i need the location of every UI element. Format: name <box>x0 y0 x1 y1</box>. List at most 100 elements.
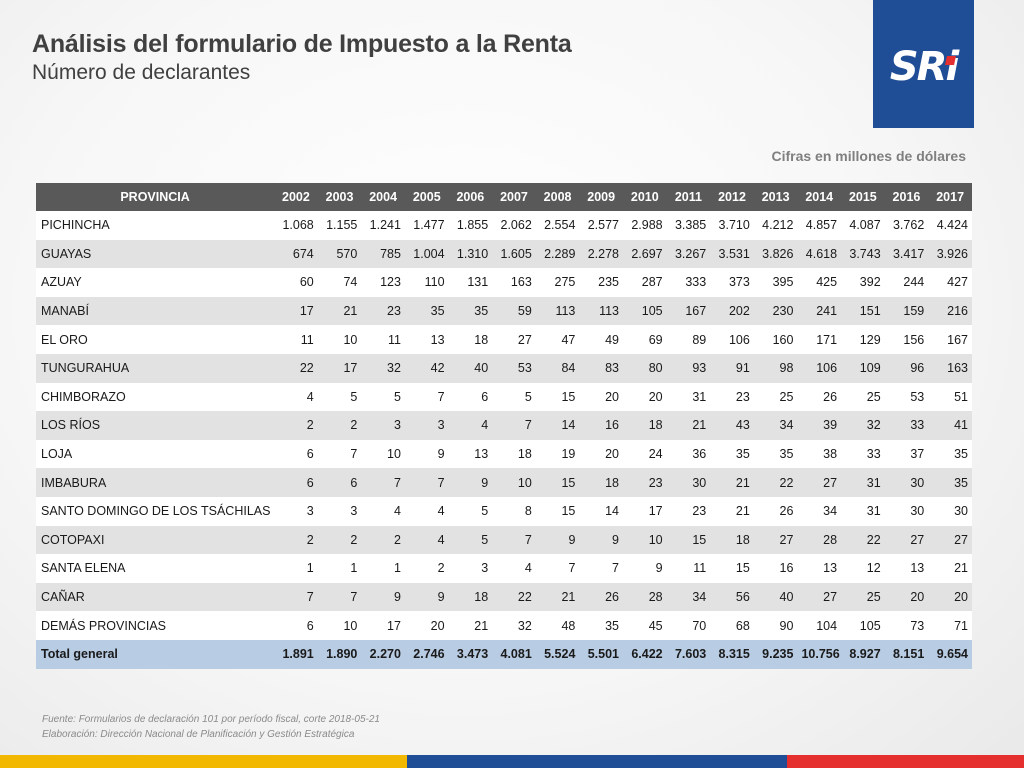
value-cell: 26 <box>579 582 623 612</box>
value-cell: 89 <box>666 325 711 354</box>
value-cell: 3.473 <box>448 639 493 669</box>
value-cell: 4.212 <box>753 211 798 240</box>
value-cell: 3 <box>317 496 362 526</box>
value-cell: 244 <box>884 268 929 297</box>
value-cell: 2.554 <box>535 211 580 240</box>
value-cell: 9 <box>404 582 449 612</box>
province-cell: GUAYAS <box>36 239 275 269</box>
province-cell: COTOPAXI <box>36 525 275 555</box>
value-cell: 2.697 <box>623 239 667 269</box>
table-row: SANTA ELENA 1 1 1 2 3 4 7 7 9 11 15 16 13 12 13 21 <box>36 554 972 583</box>
value-cell: 113 <box>579 296 623 326</box>
value-cell: 27 <box>928 525 972 555</box>
figures-note: Cifras en millones de dólares <box>771 148 966 164</box>
value-cell: 38 <box>797 439 842 469</box>
value-cell: 35 <box>753 439 798 469</box>
value-cell: 15 <box>535 468 580 497</box>
value-cell: 40 <box>448 353 493 383</box>
value-cell: 105 <box>623 296 667 326</box>
value-cell: 35 <box>448 296 493 326</box>
value-cell: 3.762 <box>884 211 929 240</box>
value-cell: 24 <box>623 439 667 469</box>
value-cell: 4 <box>448 411 493 440</box>
value-cell: 5 <box>448 525 493 555</box>
value-cell: 570 <box>317 239 362 269</box>
column-header-2013: 2013 <box>753 183 798 211</box>
value-cell: 4.857 <box>797 211 842 240</box>
value-cell: 287 <box>623 268 667 297</box>
table-row: PICHINCHA 1.068 1.155 1.241 1.477 1.855 2.062 2… <box>36 211 972 240</box>
value-cell: 159 <box>884 296 929 326</box>
value-cell: 2.746 <box>404 639 449 669</box>
value-cell: 4 <box>404 525 449 555</box>
value-cell: 104 <box>797 611 842 640</box>
value-cell: 20 <box>404 611 449 640</box>
source-note: Fuente: Formularios de declaración 101 p… <box>42 712 380 742</box>
value-cell: 22 <box>841 525 885 555</box>
value-cell: 1.155 <box>317 211 362 240</box>
value-cell: 35 <box>579 611 623 640</box>
table-row: CHIMBORAZO 4 5 5 7 6 5 15 20 20 31 23 25 26 25 53 51 <box>36 382 972 412</box>
column-header-2010: 2010 <box>623 183 667 211</box>
value-cell: 2.577 <box>579 211 623 240</box>
value-cell: 7.603 <box>666 639 711 669</box>
value-cell: 3 <box>361 411 405 440</box>
value-cell: 6.422 <box>623 639 667 669</box>
value-cell: 27 <box>884 525 929 555</box>
value-cell: 3 <box>448 554 493 583</box>
value-cell: 10 <box>623 525 667 555</box>
value-cell: 4 <box>404 496 449 526</box>
value-cell: 235 <box>579 268 623 297</box>
value-cell: 21 <box>710 468 754 497</box>
value-cell: 48 <box>535 611 580 640</box>
value-cell: 5 <box>361 382 405 412</box>
table-row: COTOPAXI 2 2 2 4 5 7 9 9 10 15 18 27 28 22 27 27 <box>36 525 972 555</box>
value-cell: 163 <box>492 268 536 297</box>
value-cell: 17 <box>623 496 667 526</box>
value-cell: 39 <box>797 411 842 440</box>
value-cell: 21 <box>535 582 580 612</box>
table-row: LOS RÍOS 2 2 3 3 4 7 14 16 18 21 43 34 39 32 33 41 <box>36 411 972 440</box>
value-cell: 34 <box>666 582 711 612</box>
value-cell: 17 <box>361 611 405 640</box>
value-cell: 106 <box>710 325 754 354</box>
value-cell: 2.289 <box>535 239 580 269</box>
value-cell: 35 <box>710 439 754 469</box>
value-cell: 14 <box>535 411 580 440</box>
province-cell: CHIMBORAZO <box>36 382 275 412</box>
value-cell: 31 <box>666 382 711 412</box>
value-cell: 20 <box>884 582 929 612</box>
value-cell: 106 <box>797 353 842 383</box>
value-cell: 1.068 <box>274 211 318 240</box>
value-cell: 5 <box>492 382 536 412</box>
value-cell: 10 <box>317 611 362 640</box>
value-cell: 32 <box>841 411 885 440</box>
value-cell: 15 <box>535 382 580 412</box>
value-cell: 6 <box>274 439 318 469</box>
value-cell: 22 <box>492 582 536 612</box>
value-cell: 392 <box>841 268 885 297</box>
value-cell: 7 <box>317 582 362 612</box>
column-header-2007: 2007 <box>492 183 536 211</box>
value-cell: 3.710 <box>710 211 754 240</box>
value-cell: 17 <box>274 296 318 326</box>
value-cell: 27 <box>797 468 842 497</box>
value-cell: 113 <box>535 296 580 326</box>
value-cell: 171 <box>797 325 842 354</box>
value-cell: 23 <box>710 382 754 412</box>
value-cell: 84 <box>535 353 580 383</box>
value-cell: 43 <box>710 411 754 440</box>
value-cell: 427 <box>928 268 972 297</box>
value-cell: 27 <box>797 582 842 612</box>
value-cell: 202 <box>710 296 754 326</box>
column-header-2017: 2017 <box>928 183 972 211</box>
value-cell: 109 <box>841 353 885 383</box>
value-cell: 425 <box>797 268 842 297</box>
value-cell: 8.927 <box>841 639 885 669</box>
value-cell: 7 <box>404 468 449 497</box>
value-cell: 1.477 <box>404 211 449 240</box>
value-cell: 2.270 <box>361 639 405 669</box>
column-header-2009: 2009 <box>579 183 623 211</box>
value-cell: 3.385 <box>666 211 711 240</box>
value-cell: 10 <box>317 325 362 354</box>
